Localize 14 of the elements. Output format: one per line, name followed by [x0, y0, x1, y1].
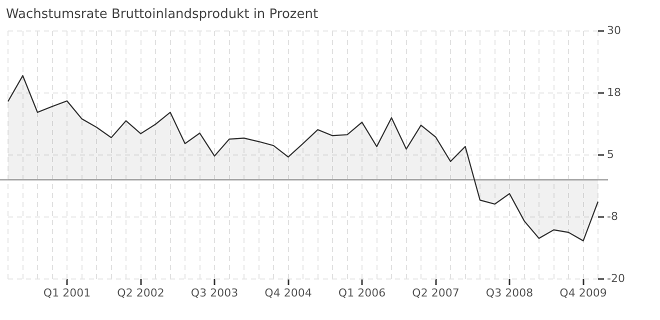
y-tick-label: 5 — [607, 148, 614, 161]
y-tick-label: -8 — [607, 210, 618, 223]
x-tick-label: Q2 2007 — [412, 286, 460, 300]
chart-title: Wachstumsrate Bruttoinlandsprodukt in Prozent — [6, 7, 318, 22]
x-tick-label: Q4 2004 — [264, 286, 312, 300]
x-tick-label: Q1 2006 — [338, 286, 386, 300]
y-tick-label: 18 — [607, 86, 621, 99]
x-tick-label: Q3 2003 — [190, 286, 238, 300]
x-tick-label: Q1 2001 — [43, 286, 91, 300]
x-tick-label: Q4 2009 — [560, 286, 607, 300]
y-tick-label: -20 — [607, 272, 625, 285]
x-tick-label: Q3 2008 — [486, 286, 534, 300]
x-tick-label: Q2 2002 — [117, 286, 164, 300]
y-tick-label: 30 — [607, 24, 621, 37]
